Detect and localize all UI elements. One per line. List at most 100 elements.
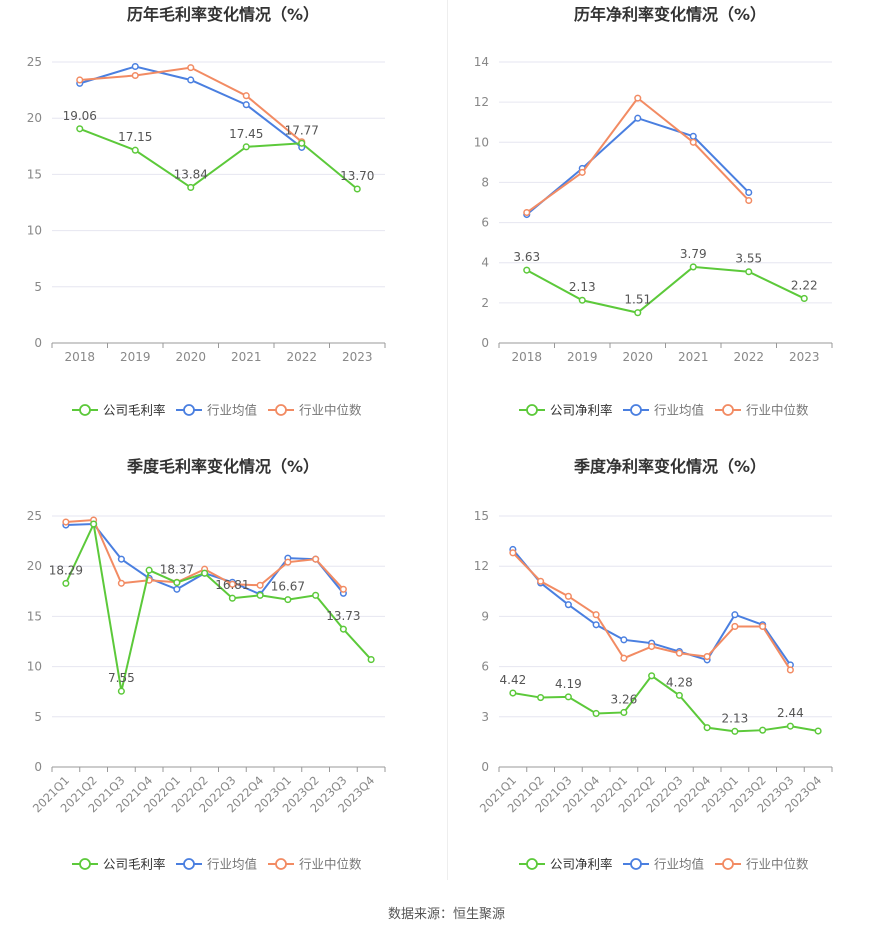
y-tick-label: 10 [474,135,489,149]
y-tick-label: 5 [34,710,42,724]
data-label: 16.81 [215,578,249,592]
data-label: 1.51 [624,293,651,307]
point-median [76,76,84,84]
point-company [201,569,209,577]
point-company [800,294,808,302]
point-median [339,585,347,593]
data-label: 3.26 [611,692,638,706]
data-label: 19.06 [63,109,97,123]
y-tick-label: 25 [27,509,42,523]
point-median [634,94,642,102]
x-tick-label: 2020 [622,350,653,364]
y-tick-label: 6 [481,216,489,230]
point-avg [187,76,195,84]
point-median [131,71,139,80]
y-tick-label: 20 [27,559,42,573]
x-tick-label: 2018 [511,350,542,364]
legend-item-company: 公司净利率 [519,403,613,418]
y-tick-label: 25 [27,55,42,69]
legend-item-company: 公司净利率 [519,857,613,872]
point-company [284,596,292,604]
x-tick-label: 2019 [120,350,151,364]
x-tick-label: 2018 [64,350,95,364]
data-label: 4.28 [666,675,693,689]
point-company [62,579,70,587]
x-tick-label: 2021 [231,350,262,364]
y-tick-label: 9 [481,609,489,623]
data-label: 3.79 [680,247,707,261]
y-tick-label: 6 [481,660,489,674]
legend-item-median: 行业中位数 [268,403,362,418]
legend-label: 行业中位数 [299,857,362,872]
data-label: 2.22 [791,278,818,292]
point-company [339,625,347,633]
x-tick-label: 2019 [567,350,598,364]
data-label: 17.15 [118,130,152,144]
point-company [228,594,236,602]
data-label: 13.73 [326,609,360,623]
point-company [675,691,683,699]
point-company [298,139,306,147]
series-line-median [512,552,792,671]
legend-label: 行业中位数 [299,403,362,418]
point-company [745,268,753,276]
y-tick-label: 10 [27,224,42,238]
point-company [537,694,545,702]
y-tick-label: 0 [34,336,42,350]
point-company [578,296,586,304]
point-avg [634,114,642,122]
point-company [353,185,361,193]
point-company [620,708,628,716]
point-avg [745,188,753,197]
point-company [256,591,264,599]
point-median [786,666,794,674]
y-tick-label: 12 [474,95,489,109]
y-tick-label: 12 [474,559,489,573]
point-avg [242,101,250,109]
x-tick-label: 2021 [678,350,709,364]
data-label: 18.37 [160,563,194,577]
legend-label: 行业均值 [207,857,257,872]
point-median [703,653,711,661]
legend-swatch-marker [183,404,195,416]
data-label: 3.63 [513,250,540,264]
data-label: 4.19 [555,677,582,691]
point-median [242,92,250,100]
legend-label: 公司毛利率 [103,403,166,418]
point-company [187,183,195,191]
legend-label: 行业均值 [654,857,704,872]
legend-item-median: 行业中位数 [715,857,809,872]
legend-item-median: 行业中位数 [268,857,362,872]
x-tick-label: 2020 [175,350,206,364]
y-tick-label: 2 [481,296,489,310]
series-line-company [64,520,372,692]
point-avg [689,132,697,140]
legend-swatch-marker [722,404,734,416]
data-label: 3.55 [735,252,762,266]
y-tick-label: 15 [474,509,489,523]
chart-title: 季度毛利率变化情况（%） [126,457,319,476]
panel-divider [447,0,448,880]
data-label: 13.84 [174,167,208,181]
point-company [90,520,98,528]
data-source-note: 数据来源：恒生聚源 [387,907,505,922]
legend-swatch-marker [79,858,91,870]
x-tick-label: 2022 [733,350,764,364]
x-tick-label: 2023 [342,350,373,364]
y-tick-label: 4 [481,256,489,270]
y-tick-label: 20 [27,111,42,125]
point-avg [117,555,125,563]
quarterly-net-margin-chart: 季度净利率变化情况（%）036912152021Q12021Q22021Q320… [474,457,833,872]
x-tick-label: 2023 [789,350,820,364]
y-tick-label: 5 [34,280,42,294]
point-avg [620,636,628,644]
y-tick-label: 14 [474,55,489,69]
series-line-company [512,674,819,733]
point-company [173,579,181,587]
point-avg [173,585,181,593]
point-median [256,581,264,589]
point-company [145,566,153,574]
point-median [620,654,628,662]
point-company [367,656,375,664]
point-company [648,672,656,680]
